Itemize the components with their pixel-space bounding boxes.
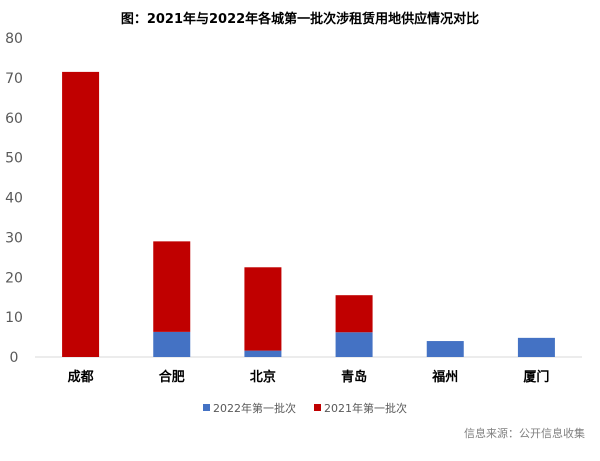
bar-segment bbox=[153, 331, 191, 357]
x-tick-label: 青岛 bbox=[341, 369, 367, 385]
x-tick-label: 成都 bbox=[68, 369, 94, 385]
x-tick-label: 厦门 bbox=[523, 369, 549, 385]
y-tick-label: 50 bbox=[5, 151, 23, 167]
source-note: 信息来源：公开信息收集 bbox=[464, 426, 585, 440]
legend-label: 2022年第一批次 bbox=[213, 401, 296, 415]
legend-label: 2021年第一批次 bbox=[324, 401, 407, 415]
legend: 2022年第一批次 2021年第一批次 bbox=[203, 401, 407, 415]
x-tick-label: 北京 bbox=[250, 369, 276, 385]
legend-swatch bbox=[203, 404, 210, 411]
y-tick-label: 80 bbox=[5, 31, 23, 47]
y-tick-label: 40 bbox=[5, 191, 23, 207]
bar-segment bbox=[244, 350, 282, 357]
bar-segment bbox=[244, 267, 282, 351]
chart-title: 图：2021年与2022年各城第一批次涉租赁用地供应情况对比 bbox=[121, 11, 479, 27]
legend-swatch bbox=[314, 404, 321, 411]
y-tick-label: 10 bbox=[5, 310, 23, 326]
bars bbox=[62, 71, 555, 358]
x-tick-label: 合肥 bbox=[159, 369, 185, 385]
x-tick-label: 福州 bbox=[431, 369, 458, 385]
bar-segment bbox=[62, 71, 100, 358]
bar-segment bbox=[153, 241, 191, 332]
bar-segment bbox=[335, 295, 373, 333]
y-tick-label: 30 bbox=[5, 230, 23, 246]
y-tick-label: 20 bbox=[5, 270, 23, 286]
bar-segment bbox=[335, 332, 373, 357]
y-tick-label: 60 bbox=[5, 111, 23, 127]
y-tick-label: 0 bbox=[10, 350, 19, 366]
y-tick-label: 70 bbox=[5, 71, 23, 87]
bar-segment bbox=[517, 337, 555, 357]
y-axis: 0 10 20 30 40 50 60 70 80 bbox=[5, 31, 23, 366]
x-axis: 成都 合肥 北京 青岛 福州 厦门 bbox=[68, 369, 550, 385]
bar-segment bbox=[426, 341, 464, 357]
